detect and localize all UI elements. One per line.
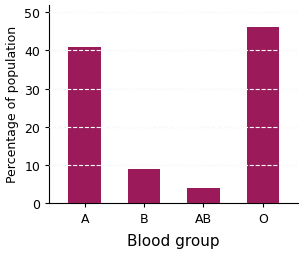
Bar — [68, 47, 101, 203]
Bar — [247, 28, 279, 203]
Bar — [187, 188, 220, 203]
Y-axis label: Percentage of population: Percentage of population — [5, 26, 19, 183]
Bar — [128, 169, 161, 203]
X-axis label: Blood group: Blood group — [127, 233, 220, 248]
